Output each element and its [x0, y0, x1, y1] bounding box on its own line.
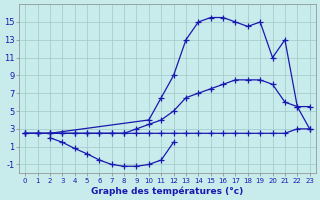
X-axis label: Graphe des températures (°c): Graphe des températures (°c): [91, 186, 244, 196]
